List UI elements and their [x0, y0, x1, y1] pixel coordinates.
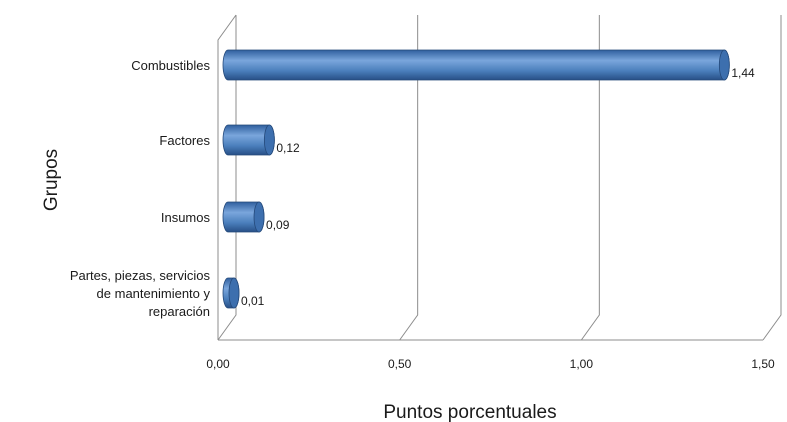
gridline — [580, 15, 600, 341]
x-tick-label: 1,50 — [751, 357, 775, 371]
data-label: 1,44 — [731, 66, 755, 80]
bars — [222, 49, 730, 309]
bar — [222, 124, 275, 156]
x-tick-label: 0,00 — [206, 357, 230, 371]
bar-cap — [228, 277, 240, 309]
x-tick-label: 1,00 — [570, 357, 594, 371]
data-label: 0,12 — [276, 141, 300, 155]
category-label: reparación — [149, 304, 210, 319]
data-label: 0,09 — [266, 218, 290, 232]
side-wall — [217, 14, 237, 340]
category-label: Insumos — [161, 210, 211, 225]
bar-cap — [263, 124, 275, 156]
bar-cap — [718, 49, 730, 81]
data-label: 0,01 — [241, 294, 265, 308]
bar — [222, 277, 240, 309]
bar-cap — [253, 201, 265, 233]
labels: 0,00 0,50 1,00 1,50 1,44 Combustibles 0,12 Fact… — [70, 58, 775, 371]
gridline — [217, 15, 237, 341]
category-label: Factores — [159, 133, 210, 148]
bar-body — [222, 49, 730, 81]
x-tick-label: 0,50 — [388, 357, 412, 371]
category-label: Combustibles — [131, 58, 210, 73]
category-label: Partes, piezas, servicios — [70, 268, 211, 283]
y-axis-title: Grupos — [41, 149, 62, 211]
category-label: de mantenimiento y — [97, 286, 211, 301]
x-axis-title: Puntos porcentuales — [383, 402, 556, 422]
gridline — [762, 15, 782, 341]
bar — [222, 201, 265, 233]
plot-frame — [217, 14, 782, 341]
bar — [222, 49, 730, 81]
gridline — [399, 15, 419, 341]
